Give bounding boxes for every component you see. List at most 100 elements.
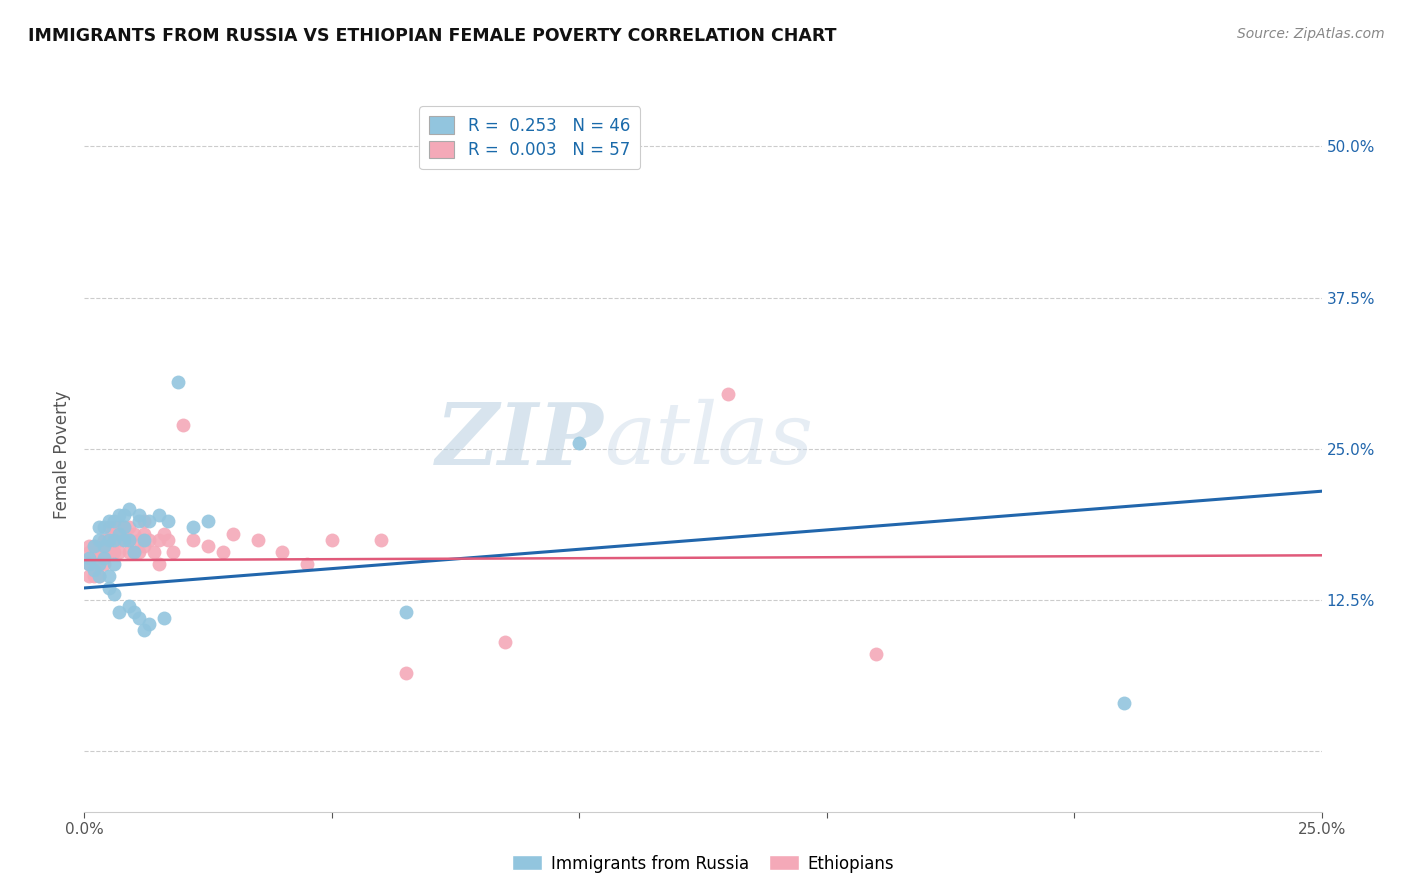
Point <box>112 533 135 547</box>
Point <box>122 605 145 619</box>
Point <box>212 544 235 558</box>
Point <box>89 569 111 583</box>
Point <box>112 520 135 534</box>
Point <box>83 550 105 565</box>
Point <box>246 533 269 547</box>
Point <box>103 515 125 529</box>
Point <box>83 563 105 577</box>
Point <box>157 515 180 529</box>
Point <box>103 544 125 558</box>
Point <box>865 648 887 662</box>
Point <box>79 544 101 558</box>
Point <box>89 544 111 558</box>
Point <box>122 544 145 558</box>
Point <box>132 539 155 553</box>
Point <box>395 605 418 619</box>
Point <box>93 557 115 571</box>
Legend: R =  0.253   N = 46, R =  0.003   N = 57: R = 0.253 N = 46, R = 0.003 N = 57 <box>419 106 640 169</box>
Point <box>494 635 516 649</box>
Point <box>138 617 160 632</box>
Point <box>152 526 174 541</box>
Point <box>295 557 318 571</box>
Point <box>118 533 141 547</box>
Point <box>98 520 121 534</box>
Point <box>112 520 135 534</box>
Point <box>98 533 121 547</box>
Point <box>79 557 101 571</box>
Point <box>197 539 219 553</box>
Point <box>98 533 121 547</box>
Point <box>93 533 115 547</box>
Point <box>142 544 165 558</box>
Y-axis label: Female Poverty: Female Poverty <box>53 391 72 519</box>
Point <box>108 526 131 541</box>
Point <box>83 569 105 583</box>
Point <box>112 533 135 547</box>
Point <box>93 544 115 558</box>
Point <box>93 550 115 565</box>
Point <box>79 569 101 583</box>
Point <box>122 526 145 541</box>
Point <box>98 581 121 595</box>
Point <box>118 599 141 613</box>
Point <box>152 611 174 625</box>
Point <box>568 435 591 450</box>
Point <box>108 533 131 547</box>
Point <box>89 533 111 547</box>
Point <box>79 539 101 553</box>
Point <box>98 569 121 583</box>
Point <box>108 508 131 523</box>
Point <box>148 533 170 547</box>
Point <box>181 533 204 547</box>
Point <box>148 508 170 523</box>
Point <box>98 515 121 529</box>
Point <box>167 376 190 390</box>
Point <box>89 520 111 534</box>
Point <box>128 515 150 529</box>
Text: ZIP: ZIP <box>436 399 605 483</box>
Point <box>79 557 101 571</box>
Point <box>132 533 155 547</box>
Point <box>89 569 111 583</box>
Point <box>395 665 418 680</box>
Point <box>128 533 150 547</box>
Text: IMMIGRANTS FROM RUSSIA VS ETHIOPIAN FEMALE POVERTY CORRELATION CHART: IMMIGRANTS FROM RUSSIA VS ETHIOPIAN FEMA… <box>28 27 837 45</box>
Point <box>128 508 150 523</box>
Point <box>138 533 160 547</box>
Point <box>93 539 115 553</box>
Point <box>118 502 141 516</box>
Point <box>89 557 111 571</box>
Point <box>157 533 180 547</box>
Point <box>132 515 155 529</box>
Point <box>93 520 115 534</box>
Text: atlas: atlas <box>605 400 813 482</box>
Point <box>370 533 392 547</box>
Point <box>103 533 125 547</box>
Point <box>103 520 125 534</box>
Point <box>321 533 343 547</box>
Point <box>132 526 155 541</box>
Point <box>172 417 194 432</box>
Point <box>128 611 150 625</box>
Point <box>89 557 111 571</box>
Point <box>271 544 294 558</box>
Point <box>148 557 170 571</box>
Point <box>79 550 101 565</box>
Point <box>128 544 150 558</box>
Point <box>89 539 111 553</box>
Point <box>103 533 125 547</box>
Point <box>162 544 184 558</box>
Point <box>83 539 105 553</box>
Point <box>108 605 131 619</box>
Point <box>98 544 121 558</box>
Point <box>118 533 141 547</box>
Point <box>103 557 125 571</box>
Point <box>197 515 219 529</box>
Point <box>83 557 105 571</box>
Point <box>112 508 135 523</box>
Point <box>122 544 145 558</box>
Point <box>83 539 105 553</box>
Point <box>108 520 131 534</box>
Point <box>132 624 155 638</box>
Point <box>118 520 141 534</box>
